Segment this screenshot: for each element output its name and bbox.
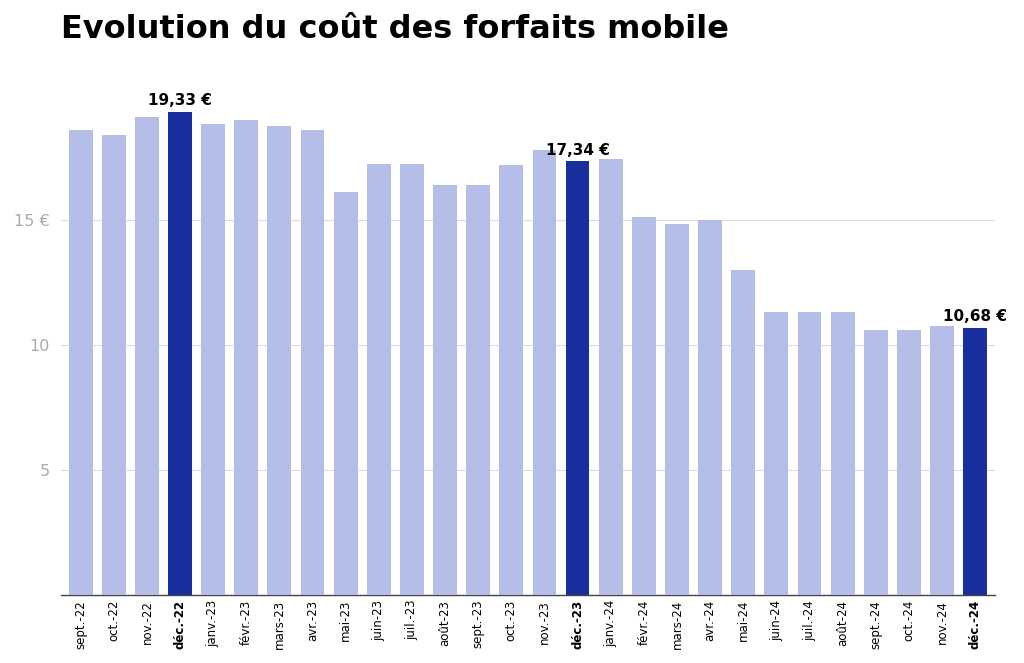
Bar xyxy=(632,217,655,595)
Bar xyxy=(798,312,821,595)
Text: 17,34 €: 17,34 € xyxy=(546,143,609,158)
Bar xyxy=(101,135,126,595)
Bar xyxy=(135,117,159,595)
Bar xyxy=(897,330,921,595)
Bar xyxy=(69,130,92,595)
Bar xyxy=(234,120,258,595)
Bar xyxy=(466,185,490,595)
Bar xyxy=(168,111,191,595)
Text: 10,68 €: 10,68 € xyxy=(943,309,1008,324)
Bar xyxy=(400,164,424,595)
Bar xyxy=(964,328,987,595)
Bar xyxy=(301,130,325,595)
Bar xyxy=(202,123,225,595)
Text: 19,33 €: 19,33 € xyxy=(148,93,212,108)
Bar xyxy=(433,185,457,595)
Bar xyxy=(599,158,623,595)
Bar xyxy=(731,270,755,595)
Bar xyxy=(500,165,523,595)
Bar xyxy=(334,192,357,595)
Bar xyxy=(565,161,590,595)
Bar xyxy=(765,312,788,595)
Bar xyxy=(864,330,888,595)
Bar xyxy=(698,220,722,595)
Text: Evolution du coût des forfaits mobile: Evolution du coût des forfaits mobile xyxy=(60,14,729,45)
Bar xyxy=(267,126,292,595)
Bar xyxy=(830,312,854,595)
Bar xyxy=(532,150,556,595)
Bar xyxy=(930,326,954,595)
Bar xyxy=(665,223,689,595)
Bar xyxy=(367,164,391,595)
